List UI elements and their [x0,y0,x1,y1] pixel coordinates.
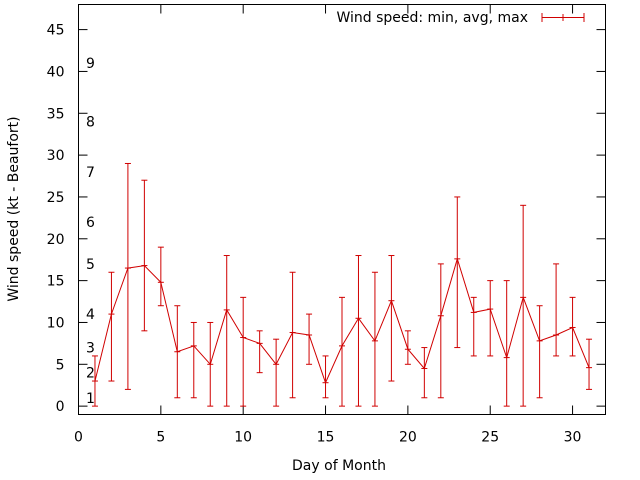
beaufort-label: 7 [86,165,95,181]
beaufort-label: 6 [86,215,95,231]
beaufort-label: 1 [86,391,95,407]
x-tick-label: 0 [74,430,83,446]
beaufort-label: 5 [86,257,95,273]
y-axis-label: Wind speed (kt - Beaufort) [6,116,22,301]
series-group [91,162,593,407]
y-tick-label: 35 [47,106,65,122]
y-tick-label: 40 [47,64,65,80]
legend: Wind speed: min, avg, max [336,10,585,26]
y-tick-label: 5 [56,357,65,373]
y-tick-label: 45 [47,23,65,39]
x-tick-label: 15 [317,430,335,446]
x-tick-label: 10 [234,430,252,446]
beaufort-label: 8 [86,115,95,131]
y-tick-label: 25 [47,190,65,206]
beaufort-label: 4 [86,307,95,323]
y-tick-label: 30 [47,148,65,164]
y-tick-label: 10 [47,315,65,331]
beaufort-label: 2 [86,366,95,382]
beaufort-label: 3 [86,341,95,357]
x-tick-label: 5 [156,430,165,446]
beaufort-label: 9 [86,56,95,72]
y-tick-label: 0 [56,399,65,415]
plot-frame [78,4,606,415]
x-tick-label: 30 [564,430,582,446]
legend-label: Wind speed: min, avg, max [336,10,528,26]
beaufort-scale-labels: 1 2 3 4 5 6 7 8 9 [86,56,95,407]
x-axis-label: Day of Month [292,458,386,474]
y-tick-label: 15 [47,274,65,290]
x-tick-label: 25 [481,430,499,446]
y-tick-label: 20 [47,232,65,248]
x-tick-label: 20 [399,430,417,446]
